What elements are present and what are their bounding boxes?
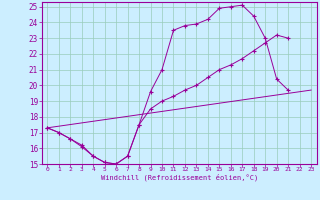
X-axis label: Windchill (Refroidissement éolien,°C): Windchill (Refroidissement éolien,°C) xyxy=(100,174,258,181)
